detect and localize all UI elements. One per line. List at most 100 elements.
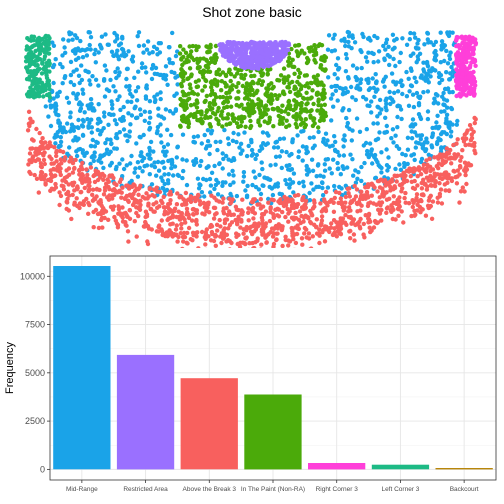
scatter-point <box>260 166 265 172</box>
scatter-point <box>148 206 153 212</box>
scatter-point <box>235 241 240 247</box>
scatter-point <box>275 145 281 150</box>
scatter-point <box>130 94 135 99</box>
scatter-point <box>77 100 83 105</box>
scatter-point <box>96 225 102 231</box>
scatter-point <box>228 104 234 109</box>
scatter-point <box>175 172 180 178</box>
scatter-point <box>205 201 210 206</box>
scatter-point <box>350 95 355 100</box>
scatter-point <box>424 166 429 171</box>
scatter-point <box>454 93 459 99</box>
scatter-point <box>124 223 129 228</box>
scatter-point <box>361 94 366 100</box>
scatter-point <box>273 58 278 63</box>
scatter-point <box>472 148 477 153</box>
scatter-point <box>53 106 58 111</box>
scatter-point <box>432 174 437 179</box>
scatter-point <box>253 221 258 227</box>
scatter-point <box>279 227 284 233</box>
scatter-point <box>276 106 281 111</box>
scatter-point <box>403 200 408 205</box>
scatter-point <box>425 140 430 145</box>
scatter-point <box>323 55 329 60</box>
scatter-point <box>208 114 213 120</box>
scatter-point <box>439 145 444 150</box>
scatter-point <box>384 163 390 168</box>
scatter-point <box>418 172 424 177</box>
scatter-point <box>462 37 467 42</box>
scatter-point <box>367 225 372 230</box>
scatter-point <box>409 136 415 141</box>
scatter-point <box>93 60 99 65</box>
scatter-point <box>473 42 478 47</box>
scatter-point <box>388 188 393 193</box>
scatter-point <box>98 211 104 217</box>
scatter-point <box>438 131 444 137</box>
scatter-point <box>392 173 397 178</box>
scatter-point <box>27 151 33 156</box>
scatter-point <box>88 165 94 170</box>
scatter-point <box>371 121 376 126</box>
scatter-point <box>155 128 160 134</box>
scatter-point <box>353 168 358 173</box>
scatter-point <box>238 141 244 146</box>
scatter-point <box>337 153 342 158</box>
scatter-point <box>100 225 105 230</box>
scatter-point <box>186 121 192 126</box>
scatter-point <box>49 156 54 162</box>
scatter-point <box>121 166 127 172</box>
scatter-point <box>295 51 300 56</box>
scatter-point <box>156 106 161 111</box>
scatter-point <box>165 127 170 132</box>
scatter-point <box>191 206 196 212</box>
scatter-point <box>206 49 211 55</box>
scatter-point <box>244 58 249 63</box>
scatter-point <box>31 91 36 96</box>
scatter-point <box>452 169 457 174</box>
scatter-point <box>127 192 133 197</box>
scatter-point <box>96 158 101 163</box>
scatter-point <box>281 136 287 141</box>
scatter-point <box>418 137 423 142</box>
scatter-point <box>226 112 231 117</box>
scatter-point <box>396 207 401 212</box>
scatter-point <box>382 57 387 63</box>
scatter-point <box>183 103 188 109</box>
scatter-point <box>156 224 161 230</box>
scatter-point <box>186 54 191 59</box>
scatter-point <box>127 83 132 89</box>
scatter-point <box>79 178 85 184</box>
scatter-point <box>385 52 390 58</box>
scatter-point <box>138 112 144 118</box>
scatter-point <box>213 232 218 238</box>
scatter-point <box>457 46 462 51</box>
scatter-point <box>470 56 475 61</box>
scatter-point <box>119 53 125 58</box>
scatter-point <box>283 237 288 243</box>
scatter-point <box>343 52 349 57</box>
scatter-point <box>170 215 176 220</box>
scatter-point <box>199 109 204 114</box>
scatter-point <box>24 44 30 49</box>
scatter-point <box>168 132 174 138</box>
scatter-point <box>415 208 420 213</box>
scatter-point <box>230 112 235 117</box>
scatter-point <box>162 172 167 177</box>
scatter-point <box>36 190 41 195</box>
scatter-point <box>202 132 207 138</box>
scatter-point <box>301 96 307 101</box>
scatter-point <box>110 188 116 193</box>
scatter-point <box>46 114 51 119</box>
scatter-point <box>343 212 348 218</box>
scatter-point <box>30 119 35 125</box>
scatter-point <box>305 81 310 86</box>
scatter-point <box>161 144 167 150</box>
scatter-point <box>161 205 167 210</box>
scatter-point <box>43 181 48 186</box>
scatter-point <box>399 116 404 122</box>
scatter-point <box>181 230 187 236</box>
scatter-point <box>178 124 183 129</box>
scatter-point <box>31 38 36 43</box>
scatter-point <box>155 92 160 97</box>
